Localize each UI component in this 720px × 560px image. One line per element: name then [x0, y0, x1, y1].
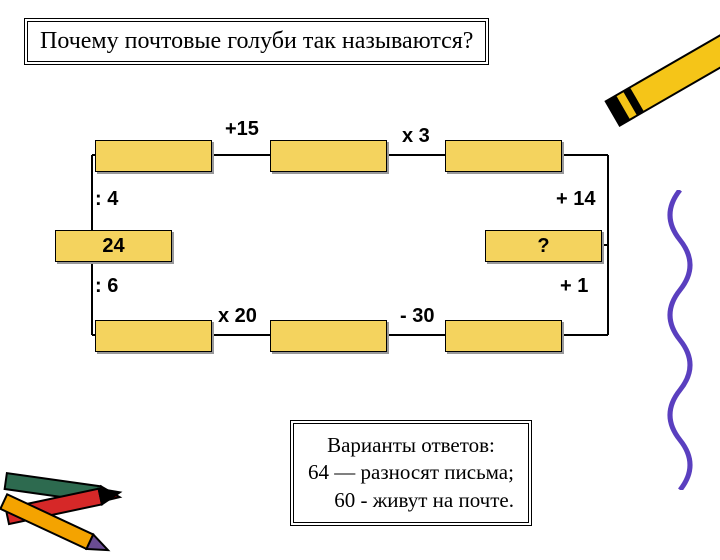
node-topA	[95, 140, 212, 172]
node-topB	[270, 140, 387, 172]
node-botB	[270, 320, 387, 352]
node-botC	[445, 320, 562, 352]
wavy-line-icon	[650, 190, 710, 490]
crayon-top-icon	[570, 0, 720, 150]
op-div6: : 6	[95, 275, 118, 298]
op-plus14: + 14	[556, 188, 595, 211]
question-title: Почему почтовые голуби так называются?	[24, 18, 489, 65]
op-plus15: +15	[225, 118, 259, 141]
answers-heading: Варианты ответов:	[308, 432, 514, 459]
node-botA	[95, 320, 212, 352]
op-minus30: - 30	[400, 305, 434, 328]
node-end: ?	[485, 230, 602, 262]
crayon-bottom-icon	[0, 430, 175, 560]
op-times20: х 20	[218, 305, 257, 328]
question-title-text: Почему почтовые голуби так называются?	[40, 28, 473, 54]
answers-opt1: 64 — разносят письма;	[308, 459, 514, 486]
op-div4: : 4	[95, 188, 118, 211]
answers-box: Варианты ответов: 64 — разносят письма; …	[290, 420, 532, 526]
node-start: 24	[55, 230, 172, 262]
op-times3: х 3	[402, 125, 430, 148]
op-plus1: + 1	[560, 275, 588, 298]
node-topC	[445, 140, 562, 172]
answers-opt2: 60 - живут на почте.	[308, 487, 514, 514]
